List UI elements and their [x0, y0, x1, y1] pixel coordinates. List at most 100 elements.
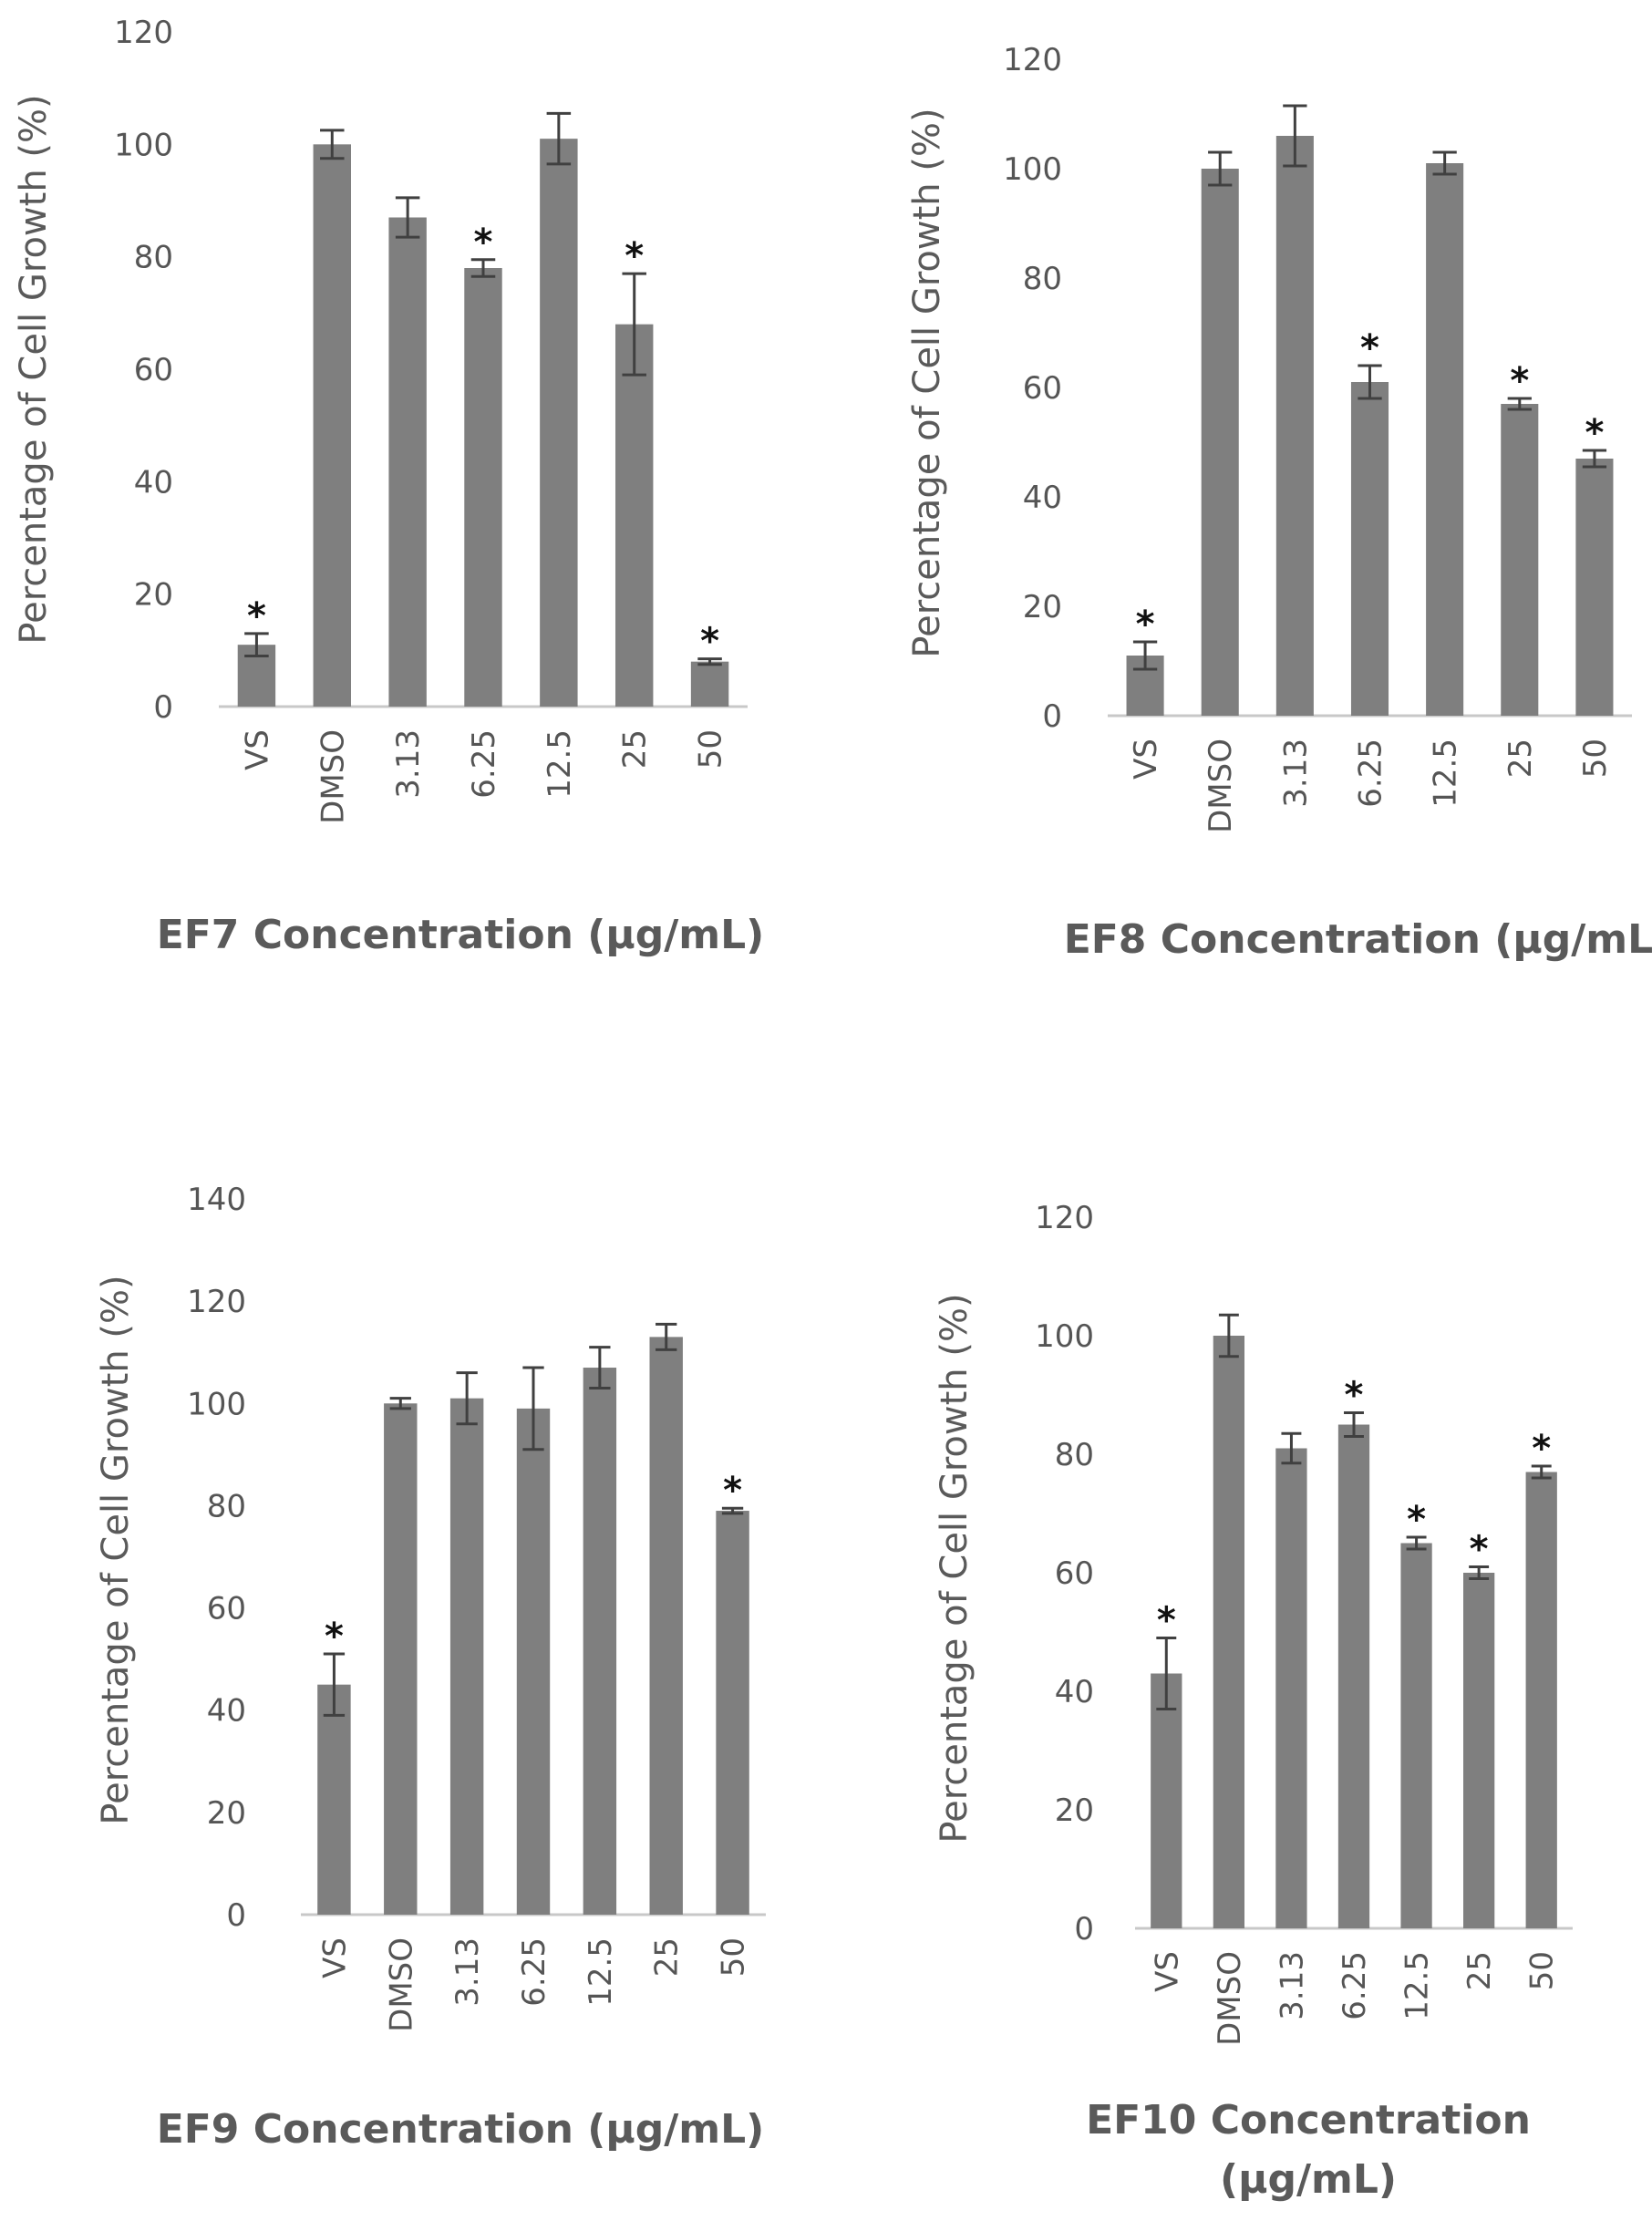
bar-12.5 [540, 139, 578, 707]
x-tick-label: 6.25 [1337, 1951, 1373, 2020]
x-tick-label: 6.25 [516, 1937, 552, 2007]
x-tick-label: 25 [1502, 739, 1539, 778]
x-axis-title: EF8 Concentration (µg/mL) [1064, 916, 1652, 963]
y-axis-title: Percentage of Cell Growth (%) [906, 108, 948, 657]
y-tick-label: 80 [207, 1488, 246, 1524]
bar-DMSO [1201, 169, 1239, 716]
y-tick-label: 100 [1035, 1318, 1094, 1355]
y-tick-label: 0 [153, 689, 173, 726]
bar-25 [615, 324, 654, 707]
y-tick-label: 80 [134, 240, 173, 276]
x-tick-label: 3.13 [1274, 1951, 1310, 2020]
significance-marker: * [247, 595, 266, 637]
bar-50 [1525, 1472, 1557, 1928]
y-tick-label: 120 [114, 15, 173, 51]
x-tick-label: DMSO [315, 729, 351, 824]
bar-50 [1575, 459, 1614, 716]
x-tick-label: 3.13 [1277, 739, 1314, 808]
x-tick-label: 12.5 [1428, 739, 1464, 808]
x-tick-label: 50 [1524, 1951, 1561, 1990]
y-tick-label: 120 [1035, 1200, 1094, 1236]
y-tick-label: 80 [1055, 1437, 1094, 1473]
x-tick-label: 50 [1577, 739, 1614, 778]
x-tick-label: 25 [1461, 1951, 1498, 1990]
significance-marker: * [723, 1470, 742, 1512]
y-tick-label: 100 [1003, 151, 1062, 188]
x-tick-label: VS [239, 729, 275, 770]
y-tick-label: 40 [1023, 480, 1062, 516]
bar-6.25 [516, 1408, 551, 1915]
x-tick-label: VS [316, 1937, 353, 1978]
y-tick-label: 120 [187, 1284, 246, 1320]
x-tick-label: 3.13 [390, 729, 427, 799]
y-tick-label: 0 [226, 1897, 246, 1934]
bar-12.5 [583, 1368, 617, 1915]
x-tick-label: 12.5 [583, 1937, 619, 2007]
bar-3.13 [1275, 1448, 1307, 1928]
y-tick-label: 20 [134, 577, 173, 614]
y-axis-title: Percentage of Cell Growth (%) [13, 94, 55, 644]
significance-marker: * [1345, 1375, 1364, 1417]
bar-50 [690, 661, 729, 707]
significance-marker: * [1360, 327, 1379, 369]
x-axis-title: EF10 Concentration [1086, 2097, 1531, 2144]
bar-6.25 [1337, 1424, 1370, 1928]
significance-marker: * [1510, 360, 1529, 402]
x-tick-label: VS [1128, 739, 1164, 780]
y-tick-label: 0 [1074, 1911, 1094, 1947]
significance-marker: * [625, 235, 644, 277]
y-tick-label: 20 [207, 1795, 246, 1832]
chart-panel-4: 0 20 40 60 80 100 120 * VS DMSO 3.13 * 6.25 * 12.5 * 25 *… [934, 1200, 1573, 2203]
x-tick-label: DMSO [1203, 739, 1239, 833]
bar-VS [1151, 1673, 1182, 1928]
significance-marker: * [1407, 1499, 1426, 1541]
significance-marker: * [1157, 1600, 1176, 1642]
x-tick-label: 12.5 [1399, 1951, 1436, 2020]
y-tick-label: 100 [114, 127, 173, 163]
bar-6.25 [464, 268, 502, 707]
significance-marker: * [1470, 1529, 1489, 1571]
bar-12.5 [1426, 163, 1464, 716]
y-tick-label: 140 [187, 1182, 246, 1218]
x-axis-title: EF7 Concentration (µg/mL) [157, 912, 765, 958]
y-tick-label: 40 [207, 1693, 246, 1730]
bar-VS [317, 1684, 351, 1915]
y-tick-label: 120 [1003, 42, 1062, 78]
x-tick-label: 3.13 [449, 1937, 486, 2007]
significance-marker: * [474, 222, 493, 263]
chart-panel-3: 0 20 40 60 80 100 120 140 * VS DMSO 3.13 6.25 12.5 25 *… [95, 1182, 766, 2153]
significance-marker: * [1532, 1428, 1551, 1470]
chart-panel-1: 0 20 40 60 80 100 120 * VS DMSO 3.13 * 6.25 12.5 * 25 * 5… [13, 15, 764, 958]
y-axis-title: Percentage of Cell Growth (%) [934, 1293, 976, 1843]
significance-marker: * [700, 621, 719, 663]
bar-25 [1501, 404, 1539, 716]
y-tick-label: 20 [1023, 589, 1062, 625]
x-tick-label: DMSO [1212, 1951, 1248, 2046]
y-tick-label: 60 [207, 1591, 246, 1627]
y-tick-label: 0 [1042, 698, 1062, 735]
x-tick-label: 25 [649, 1937, 686, 1977]
x-tick-label: 6.25 [1353, 739, 1389, 808]
bar-DMSO [384, 1403, 418, 1915]
y-tick-label: 20 [1055, 1792, 1094, 1829]
bar-25 [1463, 1573, 1495, 1928]
x-tick-label: 6.25 [466, 729, 502, 799]
y-tick-label: 100 [187, 1386, 246, 1422]
bar-50 [716, 1511, 749, 1915]
y-axis-title: Percentage of Cell Growth (%) [95, 1275, 137, 1824]
bar-25 [649, 1337, 683, 1915]
x-axis-title: EF9 Concentration (µg/mL) [157, 2106, 765, 2153]
x-tick-label: 50 [693, 729, 729, 769]
significance-marker: * [325, 1616, 344, 1658]
bar-12.5 [1400, 1543, 1432, 1928]
x-tick-label: VS [1149, 1951, 1185, 1992]
y-tick-label: 80 [1023, 261, 1062, 297]
bar-DMSO [313, 144, 351, 708]
bar-DMSO [1213, 1336, 1244, 1928]
significance-marker: * [1136, 604, 1155, 646]
chart-panel-2: 0 20 40 60 80 100 120 * VS DMSO 3.13 * 6.25 12.5 * 25 * 5… [906, 42, 1652, 963]
x-tick-label: DMSO [383, 1937, 419, 2032]
y-tick-label: 40 [1055, 1674, 1094, 1710]
x-tick-label: 12.5 [542, 729, 578, 799]
significance-marker: * [1585, 412, 1604, 454]
